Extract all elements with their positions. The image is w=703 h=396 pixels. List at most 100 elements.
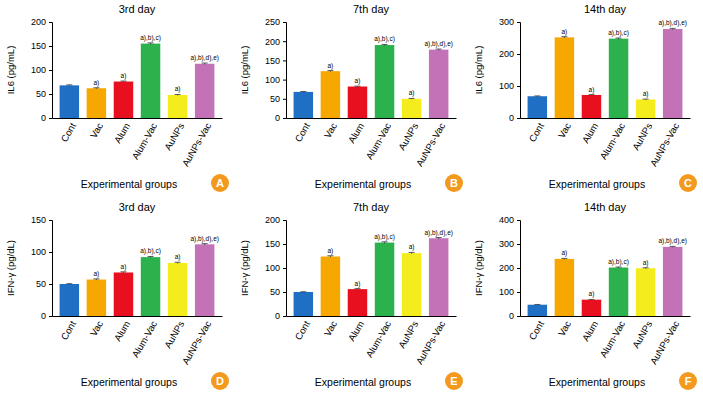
error-bar <box>561 37 567 38</box>
error-cap <box>148 42 154 43</box>
error-bar <box>643 99 649 101</box>
axis-line <box>287 316 457 317</box>
tick-mark <box>283 244 286 245</box>
tick-label: Vac <box>556 121 573 140</box>
tick: 100 <box>31 247 52 257</box>
axis-line <box>521 118 691 119</box>
tick-mark <box>283 80 286 81</box>
error-bar <box>616 267 622 269</box>
bar <box>636 99 655 118</box>
title: 3rd day <box>119 3 156 15</box>
x-label: Experimental groups <box>315 178 411 190</box>
error-cap <box>202 63 208 64</box>
error-bar <box>561 258 567 260</box>
tick: Alum-Vac <box>363 316 393 359</box>
annotation: a) <box>355 77 361 85</box>
tick: Vac <box>556 316 573 338</box>
error-bar <box>66 84 72 86</box>
error-cap <box>93 278 99 279</box>
title: 14th day <box>584 201 627 213</box>
tick: 150 <box>265 239 286 249</box>
tick-label: 200 <box>499 49 514 59</box>
bar <box>429 238 448 316</box>
error-bar <box>202 63 208 64</box>
error-bar <box>148 256 154 257</box>
tick-label: Alum-Vac <box>363 319 393 360</box>
tick-label: Alum <box>112 121 132 145</box>
bar <box>663 247 682 316</box>
y-label: IFN-γ (pg/dL) <box>5 240 16 296</box>
error-bar <box>93 87 99 89</box>
tick-label: Cont <box>526 319 546 342</box>
error-bar <box>643 267 649 269</box>
plot-area <box>294 238 449 316</box>
tick: Alum-Vac <box>363 118 393 161</box>
error-bar <box>588 299 594 300</box>
axis-line <box>517 221 521 317</box>
tick: AuNPs <box>396 316 420 350</box>
annotation: a),b),d),e) <box>190 235 219 243</box>
annotation: a) <box>643 259 649 267</box>
bar <box>294 292 313 316</box>
tick: Cont <box>526 118 546 144</box>
error-cap <box>120 271 126 272</box>
tick: 300 <box>499 17 520 27</box>
tick-mark <box>283 60 286 61</box>
tick-mark <box>49 70 52 71</box>
bar <box>168 263 187 316</box>
tick: AuNPs-Vac <box>180 316 214 366</box>
y-label: IFN-γ (pg/dL) <box>473 240 484 296</box>
tick-label: 400 <box>499 215 514 225</box>
panel-badge <box>211 174 229 192</box>
x-label: Experimental groups <box>315 376 411 388</box>
error-bar <box>148 43 154 44</box>
tick-label: 0 <box>41 311 46 321</box>
tick-label: 0 <box>275 311 280 321</box>
tick-mark <box>283 316 286 317</box>
error-cap <box>354 86 360 87</box>
tick-label: AuNPs <box>396 121 420 152</box>
annotation: a) <box>409 243 415 251</box>
annotation: a) <box>175 85 181 93</box>
tick-mark <box>283 41 286 42</box>
tick-label: AuNPs <box>396 319 420 350</box>
bar <box>348 289 367 316</box>
tick: Cont <box>526 316 546 342</box>
tick-mark <box>49 46 52 47</box>
title: 7th day <box>353 201 390 213</box>
annotation: a),b),c) <box>374 35 395 43</box>
tick-label: 150 <box>31 215 46 225</box>
tick: Cont <box>292 118 312 144</box>
tick-mark <box>283 292 286 293</box>
bar <box>87 88 106 118</box>
error-cap <box>643 99 649 100</box>
bar <box>375 243 394 316</box>
annotation: a),b),c) <box>608 258 629 266</box>
y-label: IL6 (pg/mL) <box>473 46 484 95</box>
annotation: a),b),d),e) <box>424 40 453 48</box>
tick-mark <box>49 118 52 119</box>
tick: 100 <box>499 287 520 297</box>
error-cap <box>354 288 360 289</box>
tick: AuNPs-Vac <box>414 118 448 168</box>
tick: AuNPs-Vac <box>414 316 448 366</box>
bar <box>195 64 214 118</box>
panel-label: B <box>450 177 458 189</box>
annotation: a) <box>328 62 334 70</box>
error-cap <box>534 304 540 305</box>
y-label: IFN-γ (pg/dL) <box>239 240 250 296</box>
tick-label: AuNPs-Vac <box>414 121 448 169</box>
bar <box>294 92 313 118</box>
tick: AuNPs <box>396 118 420 152</box>
tick-label: 50 <box>36 279 46 289</box>
tick-label: AuNPs <box>162 121 186 152</box>
tick: 0 <box>509 113 520 123</box>
panel-badge <box>679 372 697 390</box>
tick-label: Vac <box>88 319 105 338</box>
axis-line <box>521 316 691 317</box>
error-bar <box>534 95 540 97</box>
axis-line <box>49 23 53 119</box>
annotation: a),b),c) <box>140 34 161 42</box>
tick-label: AuNPs-Vac <box>180 121 214 169</box>
error-bar <box>670 28 676 29</box>
